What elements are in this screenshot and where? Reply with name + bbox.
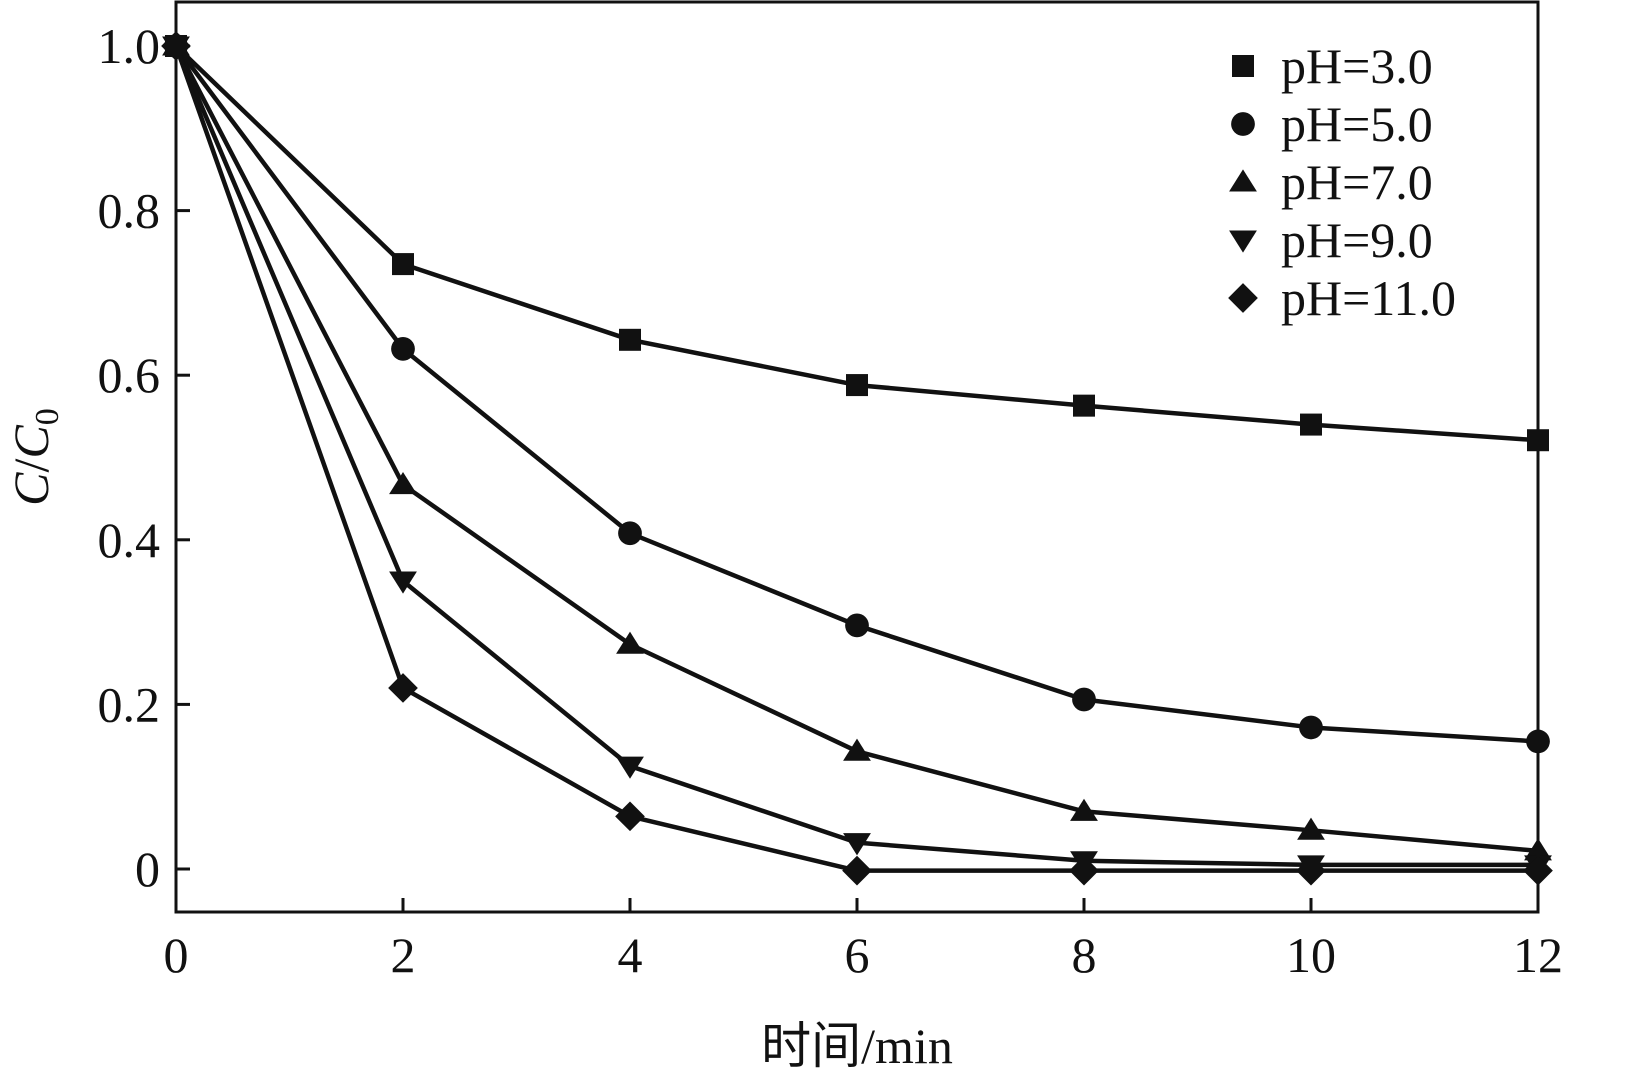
data-point-square — [619, 328, 641, 351]
data-point-circle — [618, 521, 642, 546]
data-point-triangle-down — [616, 756, 644, 779]
plot-marks — [161, 31, 1553, 886]
legend-marker — [1231, 112, 1255, 136]
legend-label: pH=11.0 — [1281, 270, 1456, 326]
y-axis-title-sep: / — [3, 458, 59, 472]
legend-item: pH=11.0 — [1228, 270, 1456, 326]
legend-label: pH=5.0 — [1281, 96, 1433, 152]
data-point-circle — [1299, 715, 1323, 740]
data-point-triangle-up — [389, 472, 417, 495]
y-tick-label: 0.2 — [98, 676, 161, 732]
data-point-square — [1073, 394, 1095, 417]
data-point-square — [392, 253, 414, 276]
data-point-triangle-down — [389, 571, 417, 594]
data-point-diamond — [615, 801, 645, 832]
legend-item: pH=7.0 — [1229, 154, 1433, 210]
legend-marker — [1228, 283, 1258, 313]
x-axis-title: 时间/min — [761, 1018, 953, 1074]
legend-item: pH=5.0 — [1231, 96, 1433, 152]
data-point-triangle-up — [1297, 817, 1325, 840]
x-tick-label: 8 — [1072, 927, 1097, 983]
data-point-circle — [391, 336, 415, 361]
y-axis-title: C/C0 — [3, 408, 66, 506]
legend-label: pH=3.0 — [1281, 38, 1433, 94]
x-tick-label: 2 — [391, 927, 416, 983]
data-point-triangle-up — [843, 738, 871, 761]
y-axis-title-denom: C — [3, 425, 59, 459]
data-point-triangle-down — [843, 833, 871, 856]
legend-label: pH=9.0 — [1281, 212, 1433, 268]
legend: pH=3.0pH=5.0pH=7.0pH=9.0pH=11.0 — [1228, 38, 1456, 326]
data-point-diamond — [1069, 855, 1099, 886]
y-tick-label: 1.0 — [98, 18, 161, 74]
x-tick-label: 12 — [1513, 927, 1563, 983]
legend-marker — [1229, 169, 1257, 192]
y-axis-title-subscript: 0 — [29, 408, 66, 425]
data-point-circle — [845, 613, 869, 638]
data-point-triangle-up — [1070, 798, 1098, 821]
axes: 0 2 4 6 8 10 12 0 0.2 0.4 0.6 0.8 1.0 — [98, 18, 1564, 983]
data-point-diamond — [1296, 855, 1326, 886]
x-tick-label: 10 — [1286, 927, 1336, 983]
legend-marker — [1229, 230, 1257, 253]
y-tick-label: 0 — [135, 841, 160, 897]
y-tick-label: 0.8 — [98, 183, 161, 239]
data-point-diamond — [842, 855, 872, 886]
x-tick-label: 0 — [164, 927, 189, 983]
data-point-circle — [1072, 687, 1096, 712]
y-tick-label: 0.6 — [98, 347, 161, 403]
data-point-square — [1300, 413, 1322, 436]
x-tick-label: 4 — [618, 927, 643, 983]
legend-marker — [1232, 55, 1254, 77]
x-tick-label: 6 — [845, 927, 870, 983]
y-axis-title-main: C — [3, 472, 59, 506]
legend-item: pH=3.0 — [1232, 38, 1433, 94]
legend-item: pH=9.0 — [1229, 212, 1433, 268]
data-point-triangle-up — [616, 631, 644, 654]
y-tick-label: 0.4 — [98, 512, 161, 568]
series-4 — [161, 31, 1553, 886]
data-point-diamond — [388, 673, 418, 703]
legend-label: pH=7.0 — [1281, 154, 1433, 210]
data-point-square — [846, 374, 868, 397]
